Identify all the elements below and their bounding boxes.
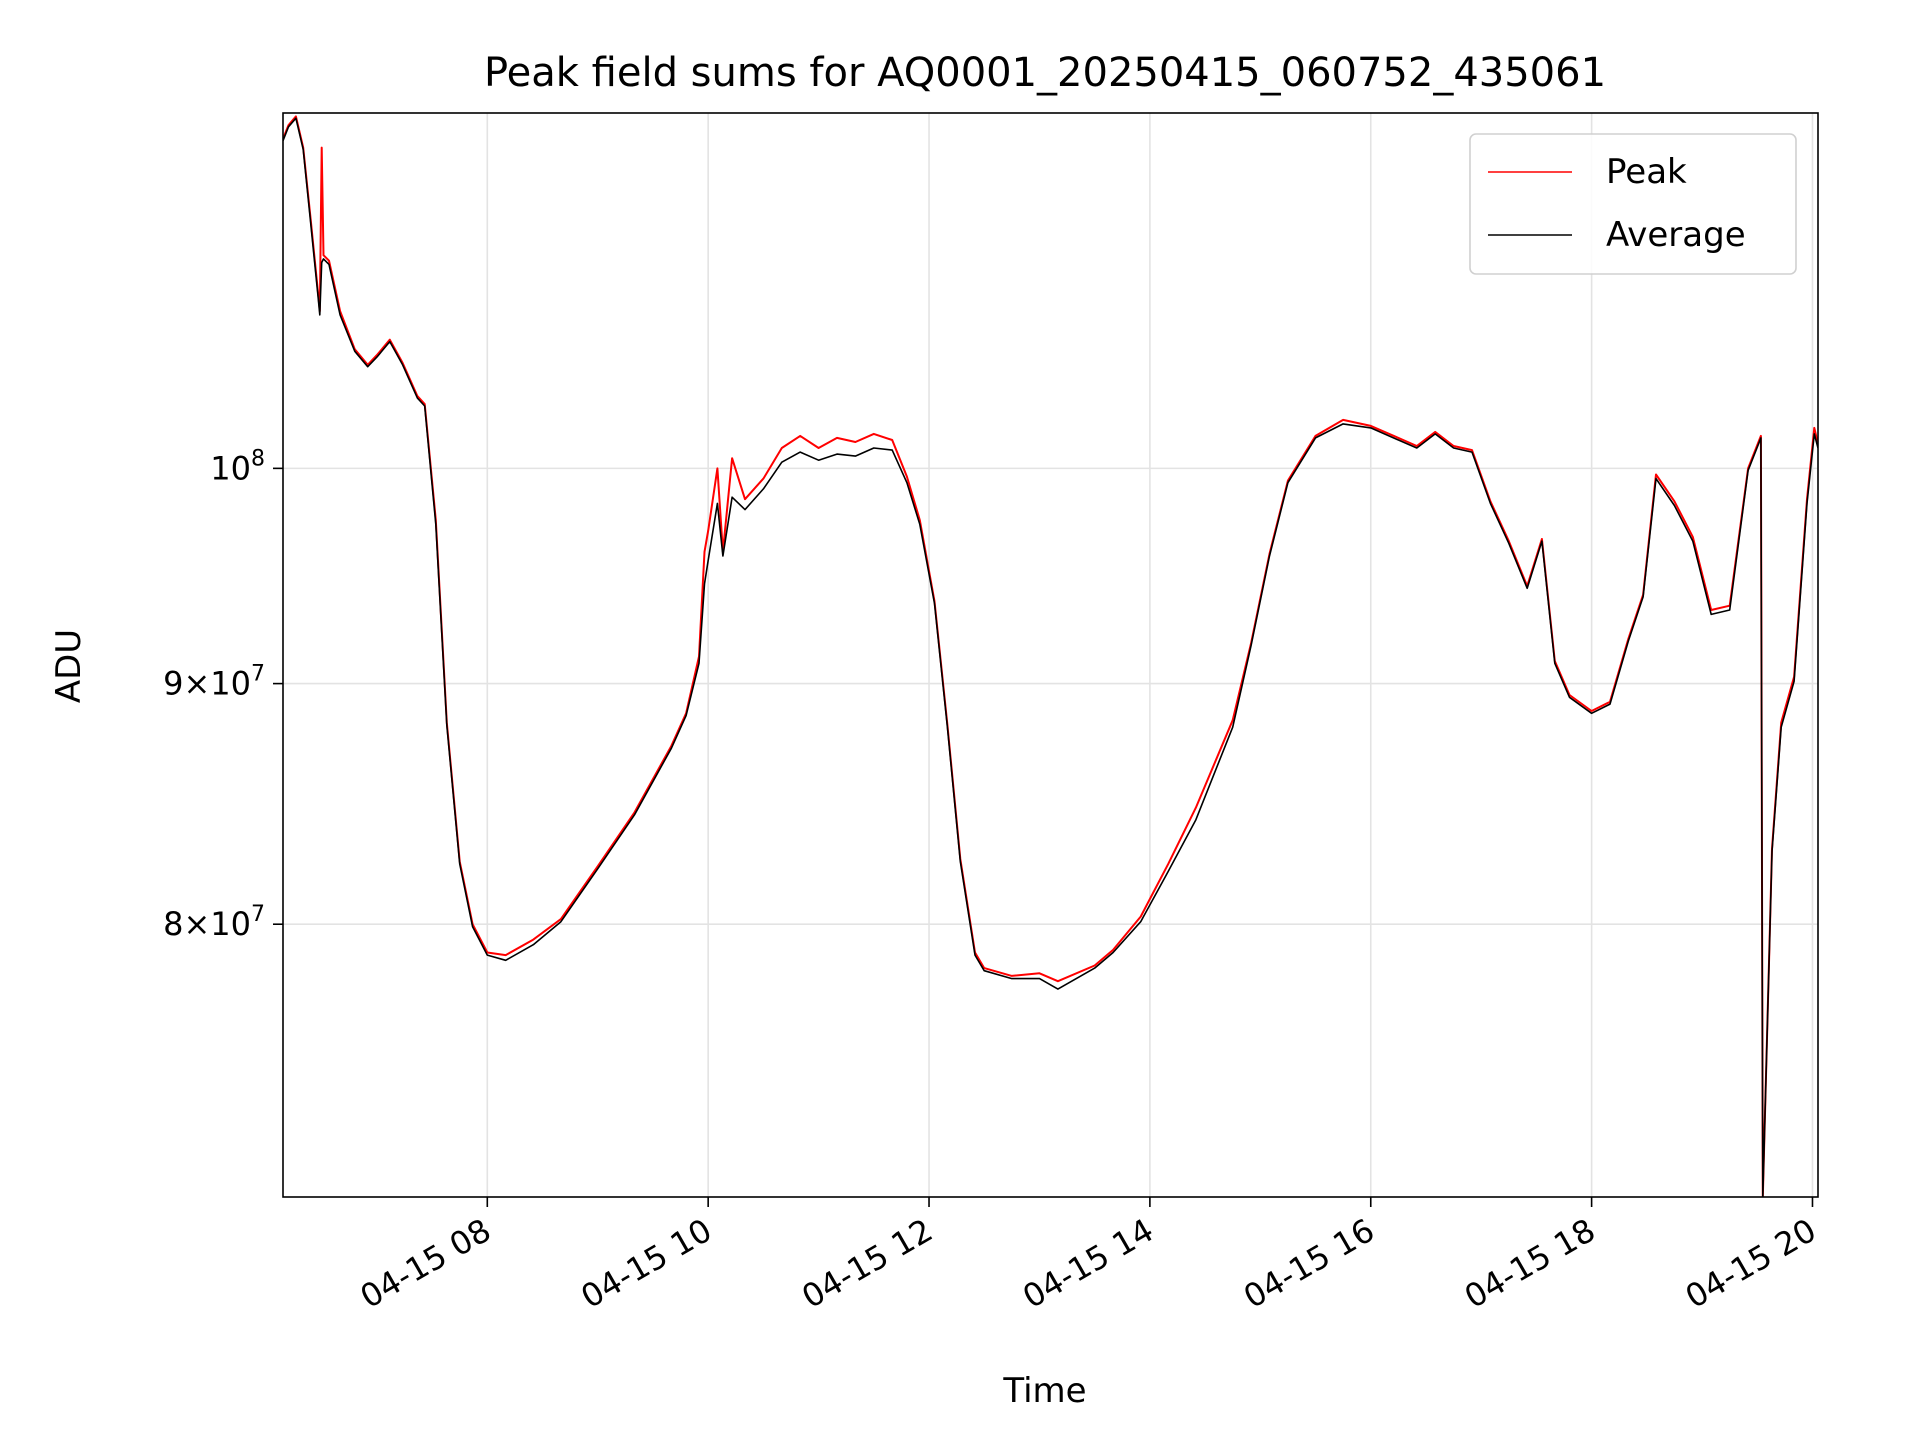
plot-frame xyxy=(282,112,1819,1198)
x-axis-label: Time xyxy=(1002,1371,1086,1411)
legend-box xyxy=(1469,133,1797,275)
y-axis-label: ADU xyxy=(49,629,89,703)
series-line-average xyxy=(283,117,1818,1197)
legend-label: Average xyxy=(1606,215,1746,255)
legend: Peak Average xyxy=(1469,133,1797,275)
y-axis: 8×107 9×107 108 xyxy=(163,446,283,943)
grid xyxy=(283,113,1818,1197)
y-tick-label: 108 xyxy=(210,446,265,487)
legend-label: Peak xyxy=(1606,152,1687,192)
chart-title: Peak field sums for AQ0001_20250415_0607… xyxy=(484,50,1606,96)
y-tick-label: 8×107 xyxy=(163,902,265,943)
series-layer xyxy=(283,115,1818,1197)
y-tick-label: 9×107 xyxy=(163,662,265,703)
